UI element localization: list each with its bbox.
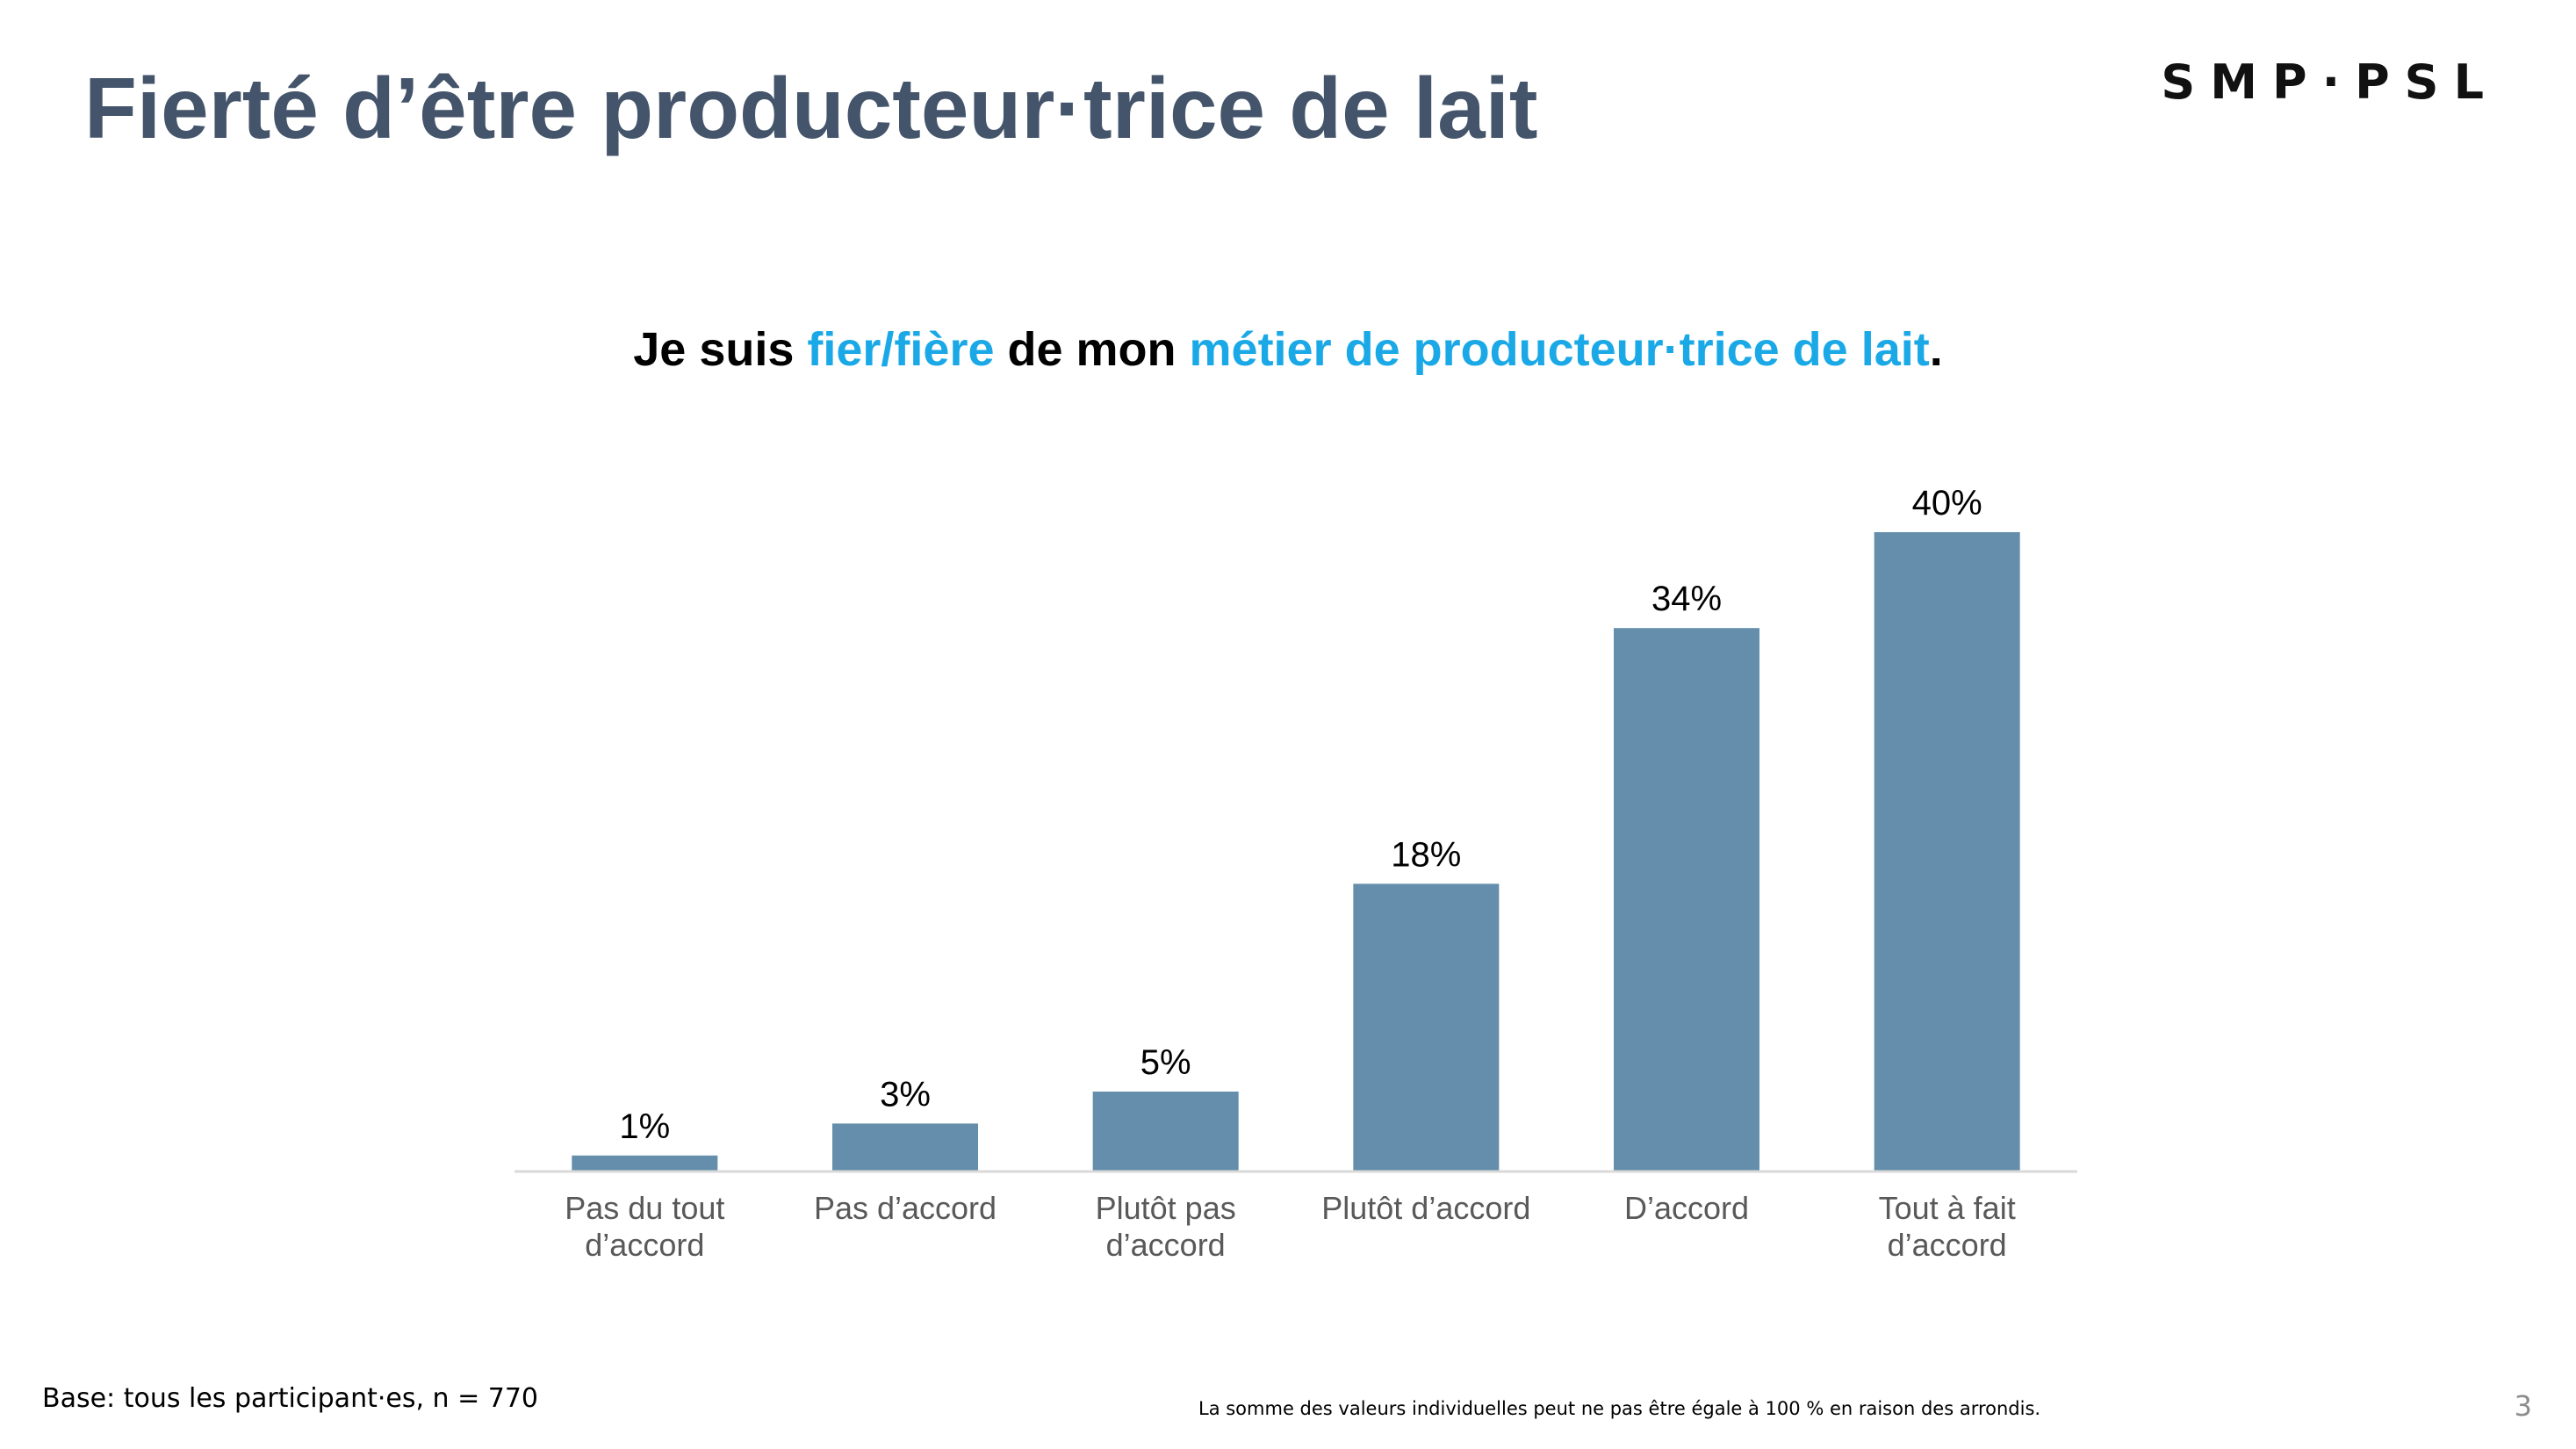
bar-1 — [572, 1155, 718, 1171]
subtitle-accent-1: fier/fière — [807, 323, 995, 376]
subtitle-text-3: . — [1929, 323, 1943, 376]
bar-2 — [832, 1123, 978, 1171]
category-label-6-line-2: d’accord — [1888, 1227, 2007, 1263]
data-label-6: 40% — [1912, 484, 1982, 523]
page-title: Fierté d’être producteur·trice de lait — [84, 60, 1538, 156]
data-label-5: 34% — [1651, 580, 1722, 618]
data-label-2: 3% — [880, 1075, 931, 1114]
bar-6 — [1874, 532, 2020, 1171]
category-label-5-line-1: D’accord — [1624, 1190, 1749, 1226]
category-label-3-line-2: d’accord — [1106, 1227, 1226, 1263]
subtitle-text-2: de mon — [994, 323, 1190, 376]
category-label-1-line-2: d’accord — [585, 1227, 704, 1263]
bar-5 — [1614, 628, 1759, 1171]
subtitle-text-1: Je suis — [633, 323, 808, 376]
category-label-3-line-1: Plutôt pas — [1096, 1190, 1236, 1226]
category-label-6-line-1: Tout à fait — [1879, 1190, 2016, 1226]
category-label-2-line-1: Pas d’accord — [814, 1190, 997, 1226]
category-label-1-line-1: Pas du tout — [565, 1190, 724, 1226]
smp-psl-logo: SMP·PSL — [2161, 54, 2499, 110]
chart-subtitle: Je suis fier/fière de mon métier de prod… — [0, 322, 2576, 377]
page-number: 3 — [2514, 1389, 2532, 1423]
subtitle-accent-2: métier de producteur·trice de lait — [1189, 323, 1930, 376]
data-label-3: 5% — [1140, 1043, 1191, 1082]
bar-3 — [1092, 1092, 1239, 1171]
rounding-note: La somme des valeurs individuelles peut … — [1198, 1398, 2041, 1419]
base-note: Base: tous les participant·es, n = 770 — [42, 1383, 539, 1414]
category-label-4-line-1: Plutôt d’accord — [1321, 1190, 1530, 1226]
data-label-4: 18% — [1391, 835, 1461, 874]
bar-4 — [1353, 883, 1500, 1171]
data-label-1: 1% — [619, 1107, 670, 1146]
